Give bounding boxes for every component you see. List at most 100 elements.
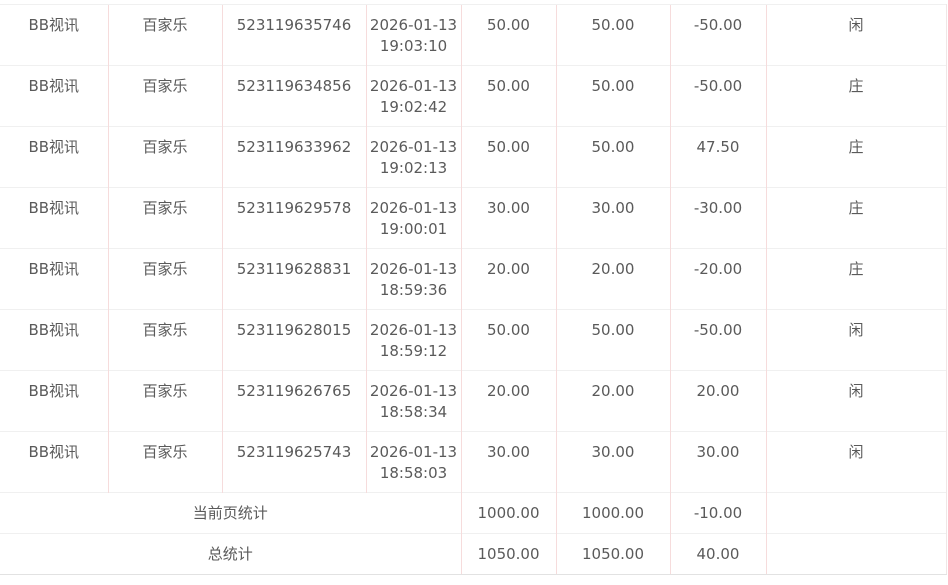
bet-number-cell: 523119633962 <box>221 126 366 188</box>
valid-bet-cell: 20.00 <box>555 248 670 310</box>
win-loss-cell: -50.00 <box>669 309 766 371</box>
page-summary-bet: 1000.00 <box>460 492 556 534</box>
game-cell: 百家乐 <box>107 370 222 432</box>
bet-number-cell: 523119635746 <box>221 4 366 66</box>
valid-bet-cell: 20.00 <box>555 370 670 432</box>
bet-date: 2026-01-13 <box>369 443 458 461</box>
bet-date: 2026-01-13 <box>369 138 458 156</box>
bet-number-cell: 523119634856 <box>221 65 366 127</box>
total-summary-label: 总统计 <box>0 533 461 575</box>
bet-time: 18:59:12 <box>379 342 448 360</box>
platform-cell: BB视讯 <box>0 309 108 371</box>
bet-amount-cell: 20.00 <box>460 370 556 432</box>
platform-cell: BB视讯 <box>0 126 108 188</box>
result-cell: 闲 <box>765 309 947 371</box>
result-cell: 庄 <box>765 126 947 188</box>
total-summary-valid: 1050.00 <box>555 533 670 575</box>
bet-time: 19:02:42 <box>379 98 448 116</box>
bet-number-cell: 523119625743 <box>221 431 366 493</box>
bet-time: 19:00:01 <box>379 220 448 238</box>
win-loss-cell: -50.00 <box>669 4 766 66</box>
page-summary-row: 当前页统计 1000.00 1000.00 -10.00 <box>0 492 947 534</box>
bet-time-cell: 2026-01-13 19:03:10 <box>365 4 461 66</box>
game-cell: 百家乐 <box>107 431 222 493</box>
game-cell: 百家乐 <box>107 187 222 249</box>
bet-time-cell: 2026-01-13 18:59:12 <box>365 309 461 371</box>
valid-bet-cell: 50.00 <box>555 65 670 127</box>
platform-cell: BB视讯 <box>0 4 108 66</box>
game-cell: 百家乐 <box>107 248 222 310</box>
game-cell: 百家乐 <box>107 65 222 127</box>
valid-bet-cell: 50.00 <box>555 126 670 188</box>
table-row: BB视讯 百家乐 523119628831 2026-01-13 18:59:36 20.… <box>0 248 947 310</box>
win-loss-cell: -20.00 <box>669 248 766 310</box>
bet-number-cell: 523119629578 <box>221 187 366 249</box>
page-summary-empty <box>765 492 947 534</box>
bet-date: 2026-01-13 <box>369 260 458 278</box>
platform-cell: BB视讯 <box>0 431 108 493</box>
bet-time-cell: 2026-01-13 19:02:42 <box>365 65 461 127</box>
game-cell: 百家乐 <box>107 126 222 188</box>
bet-date: 2026-01-13 <box>369 16 458 34</box>
page-summary-label: 当前页统计 <box>0 492 461 534</box>
bet-amount-cell: 50.00 <box>460 126 556 188</box>
page-summary-win: -10.00 <box>669 492 766 534</box>
win-loss-cell: -30.00 <box>669 187 766 249</box>
table-row: BB视讯 百家乐 523119634856 2026-01-13 19:02:42 50.… <box>0 65 947 127</box>
bet-number-cell: 523119628831 <box>221 248 366 310</box>
platform-cell: BB视讯 <box>0 65 108 127</box>
bet-time: 18:58:03 <box>379 464 448 482</box>
bet-amount-cell: 50.00 <box>460 65 556 127</box>
bet-time: 18:59:36 <box>379 281 448 299</box>
bet-amount-cell: 30.00 <box>460 431 556 493</box>
bet-date: 2026-01-13 <box>369 382 458 400</box>
platform-cell: BB视讯 <box>0 248 108 310</box>
valid-bet-cell: 30.00 <box>555 431 670 493</box>
win-loss-cell: 20.00 <box>669 370 766 432</box>
result-cell: 庄 <box>765 65 947 127</box>
bet-date: 2026-01-13 <box>369 199 458 217</box>
bet-time-cell: 2026-01-13 18:58:34 <box>365 370 461 432</box>
table-row: BB视讯 百家乐 523119625743 2026-01-13 18:58:03 30.… <box>0 431 947 493</box>
valid-bet-cell: 50.00 <box>555 309 670 371</box>
bet-amount-cell: 20.00 <box>460 248 556 310</box>
game-cell: 百家乐 <box>107 309 222 371</box>
table-row: BB视讯 百家乐 523119629578 2026-01-13 19:00:01 30.… <box>0 187 947 249</box>
platform-cell: BB视讯 <box>0 187 108 249</box>
table-row: BB视讯 百家乐 523119635746 2026-01-13 19:03:10 50.… <box>0 4 947 66</box>
table-row: BB视讯 百家乐 523119628015 2026-01-13 18:59:12 50.… <box>0 309 947 371</box>
bet-date: 2026-01-13 <box>369 77 458 95</box>
valid-bet-cell: 50.00 <box>555 4 670 66</box>
bet-time-cell: 2026-01-13 19:00:01 <box>365 187 461 249</box>
bet-time: 18:58:34 <box>379 403 448 421</box>
result-cell: 闲 <box>765 431 947 493</box>
win-loss-cell: 30.00 <box>669 431 766 493</box>
win-loss-cell: -50.00 <box>669 65 766 127</box>
bet-time: 19:02:13 <box>379 159 448 177</box>
bet-amount-cell: 30.00 <box>460 187 556 249</box>
total-summary-row: 总统计 1050.00 1050.00 40.00 <box>0 533 947 575</box>
bet-time-cell: 2026-01-13 18:59:36 <box>365 248 461 310</box>
result-cell: 庄 <box>765 248 947 310</box>
valid-bet-cell: 30.00 <box>555 187 670 249</box>
table-row: BB视讯 百家乐 523119626765 2026-01-13 18:58:34 20.… <box>0 370 947 432</box>
win-loss-cell: 47.50 <box>669 126 766 188</box>
result-cell: 闲 <box>765 4 947 66</box>
result-cell: 庄 <box>765 187 947 249</box>
total-summary-win: 40.00 <box>669 533 766 575</box>
result-cell: 闲 <box>765 370 947 432</box>
bet-date: 2026-01-13 <box>369 321 458 339</box>
bet-amount-cell: 50.00 <box>460 309 556 371</box>
total-summary-bet: 1050.00 <box>460 533 556 575</box>
platform-cell: BB视讯 <box>0 370 108 432</box>
total-summary-empty <box>765 533 947 575</box>
bet-number-cell: 523119626765 <box>221 370 366 432</box>
bet-number-cell: 523119628015 <box>221 309 366 371</box>
bet-time: 19:03:10 <box>379 37 448 55</box>
bet-time-cell: 2026-01-13 19:02:13 <box>365 126 461 188</box>
page-summary-valid: 1000.00 <box>555 492 670 534</box>
table-row: BB视讯 百家乐 523119633962 2026-01-13 19:02:13 50.… <box>0 126 947 188</box>
bet-time-cell: 2026-01-13 18:58:03 <box>365 431 461 493</box>
game-cell: 百家乐 <box>107 4 222 66</box>
bet-amount-cell: 50.00 <box>460 4 556 66</box>
